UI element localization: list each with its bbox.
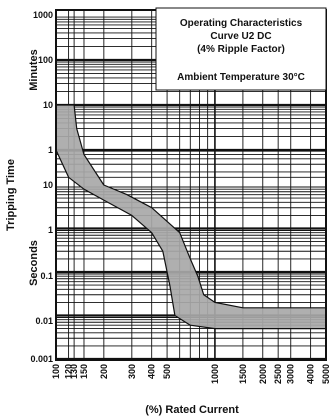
title-box-background	[155, 7, 327, 91]
x-tick-label: 1500	[238, 364, 248, 384]
y-tick-label-minutes: 1	[48, 145, 53, 155]
x-tick-label: 200	[99, 364, 109, 379]
y-tick-label-seconds: 0.001	[30, 354, 53, 364]
x-tick-label: 2000	[258, 364, 268, 384]
y-tick-label-minutes: 1000	[33, 10, 53, 20]
y-tick-label-minutes: 10	[43, 100, 53, 110]
y-minutes-label: Minutes	[28, 49, 40, 91]
x-tick-label: 4000	[306, 364, 316, 384]
y-tick-label-seconds: 0.1	[40, 271, 53, 281]
y-tick-label-minutes: 100	[38, 55, 53, 65]
x-tick-label: 150	[79, 364, 89, 379]
y-axis-label: Tripping Time	[5, 159, 17, 231]
x-tick-label: 100	[51, 364, 61, 379]
subtitle: Ambient Temperature 30°C	[177, 72, 305, 83]
x-tick-label: 300	[127, 364, 137, 379]
x-tick-label: 5000	[321, 364, 330, 384]
x-axis-label: (%) Rated Current	[145, 404, 239, 416]
y-tick-label-seconds: 0.01	[35, 316, 53, 326]
x-tick-label: 1000	[210, 364, 220, 384]
x-tick-label: 2500	[273, 364, 283, 384]
title-line-2: Curve U2 DC	[210, 31, 271, 42]
y-tick-label-seconds: 1	[48, 225, 53, 235]
title-line-3: (4% Ripple Factor)	[197, 44, 285, 55]
x-tick-label: 120	[64, 364, 74, 379]
title-box: Operating Characteristics Curve U2 DC (4…	[155, 7, 327, 91]
x-tick-label: 130	[69, 364, 79, 379]
y-tick-label-seconds: 10	[43, 180, 53, 190]
y-seconds-label: Seconds	[28, 240, 40, 286]
title-line-1: Operating Characteristics	[180, 18, 303, 29]
x-tick-label: 500	[162, 364, 172, 379]
x-tick-label: 3000	[286, 364, 296, 384]
x-tick-label: 400	[147, 364, 157, 379]
